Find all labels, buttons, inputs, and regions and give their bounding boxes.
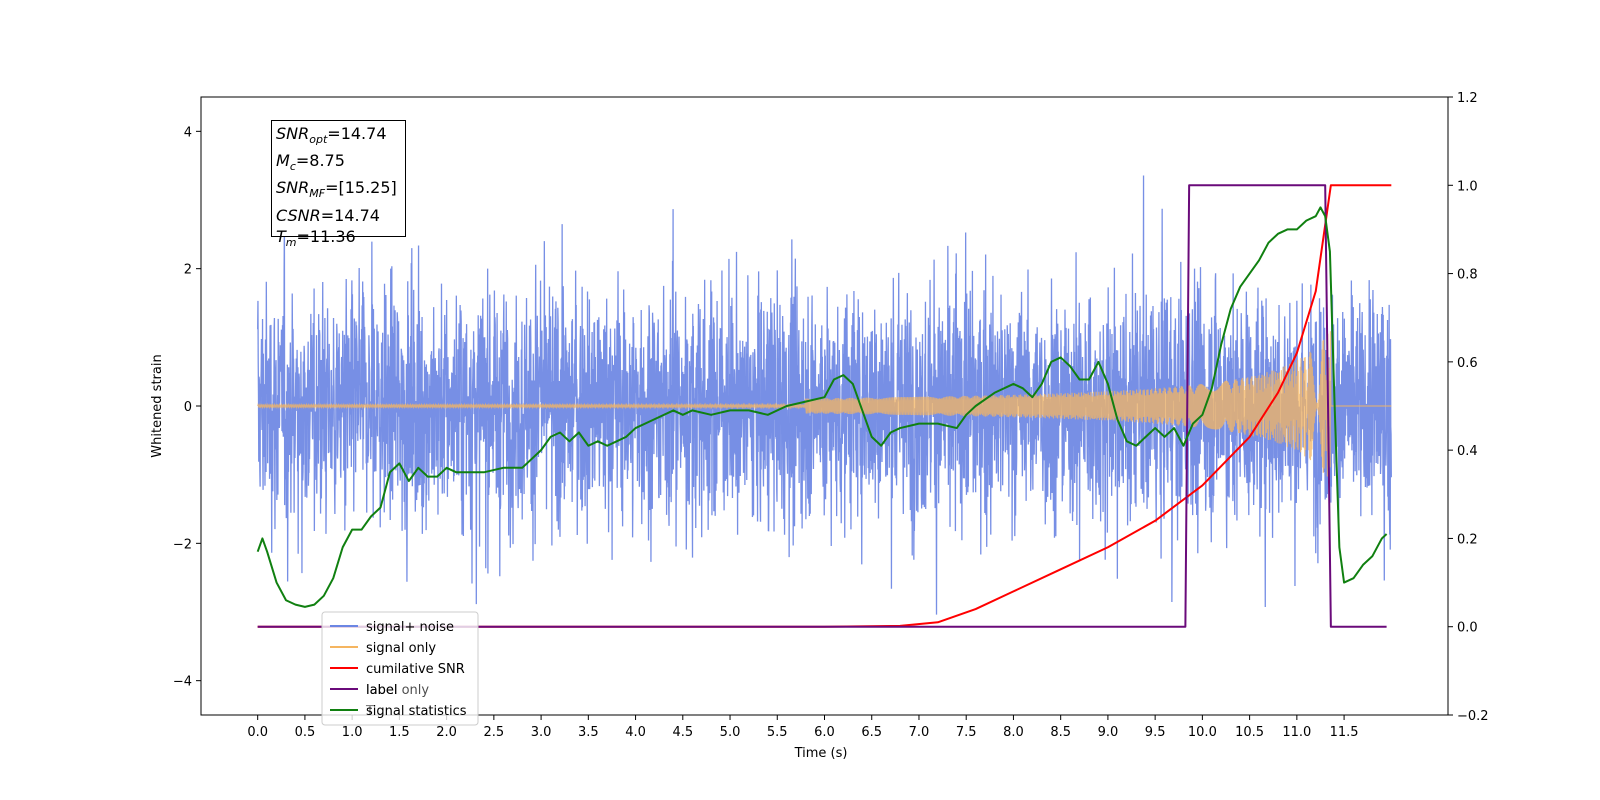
y-axis-label-left: Whitened strain — [150, 354, 165, 457]
x-tick-label: 2.5 — [484, 725, 505, 740]
series-cumulative-snr-line — [257, 184, 1392, 628]
annotation-value: =[15.25] — [325, 178, 397, 198]
x-tick-label: 9.0 — [1098, 725, 1119, 740]
annotation-symbol: SNRopt — [276, 124, 328, 147]
x-tick-label: 0.5 — [295, 725, 316, 740]
annotation-line: Mc=8.75 — [276, 150, 401, 177]
y-right-tick-group: 1.2 1.0 0.8 0.6 0.4 0.2 0.0 −0.2 — [1448, 91, 1489, 724]
x-tick-label: 10.5 — [1235, 725, 1264, 740]
x-tick-label: 4.0 — [625, 725, 646, 740]
legend-entry-label: signal+ noise — [366, 620, 454, 635]
y-right-tick-label: 0.4 — [1457, 444, 1478, 459]
y-right-tick-label: 0.6 — [1457, 356, 1478, 371]
y-left-tick-group: 4 2 0 −2 −4 — [173, 125, 201, 690]
legend-occluded-text-2: T — [365, 704, 374, 719]
x-tick-label: 10.0 — [1188, 725, 1217, 740]
x-tick-label: 9.5 — [1145, 725, 1166, 740]
x-tick-label: 0.0 — [247, 725, 268, 740]
y-right-tick-label: 0.8 — [1457, 268, 1478, 283]
annotation-value: =11.36 — [296, 226, 356, 246]
legend: signal+ noise signal only cumilative SNR si… — [321, 611, 479, 726]
annotation-symbol: Mc — [276, 151, 296, 174]
series-signal-only-line — [257, 331, 1392, 477]
plot-layer — [256, 175, 1392, 628]
y-left-tick-label: −2 — [173, 537, 192, 552]
series-signal-statistics-line — [256, 206, 1388, 608]
x-tick-label: 8.5 — [1050, 725, 1071, 740]
legend-entry-label: signal only — [366, 641, 436, 656]
y-left-tick-label: 0 — [184, 400, 192, 415]
y-right-tick-label: 1.2 — [1457, 91, 1478, 106]
x-tick-label: 1.0 — [342, 725, 363, 740]
y-left-tick-label: 2 — [184, 263, 192, 278]
annotation-symbol: Tm — [276, 226, 297, 249]
legend-occluded-text: label only — [366, 683, 429, 698]
x-tick-label: 7.0 — [909, 725, 930, 740]
x-tick-label: 1.5 — [389, 725, 410, 740]
annotation-value: =14.74 — [327, 124, 387, 143]
annotation-box: SNRopt=14.74 Mc=8.75 SNRMF=[15.25] CSNR=14.… — [271, 120, 406, 249]
y-left-tick-label: −4 — [173, 675, 192, 690]
y-right-tick-label: −0.2 — [1457, 709, 1489, 724]
x-tick-label: 6.5 — [861, 725, 882, 740]
legend-frame — [321, 611, 479, 726]
annotation-value: =8.75 — [295, 151, 345, 171]
annotation-line: SNRopt=14.74 — [276, 123, 401, 150]
legend-entry-label: label — [366, 683, 397, 698]
x-tick-label: 2.0 — [436, 725, 457, 740]
x-tick-label: 6.0 — [814, 725, 835, 740]
y-left-tick-label: 4 — [184, 125, 192, 140]
x-tick-group: 0.0 0.5 1.0 1.5 2.0 2.5 3.0 3.5 4.0 4.5 5.0 5.5 6.0 6… — [247, 715, 1359, 740]
x-tick-label: 5.5 — [767, 725, 788, 740]
annotation-line: Tm=11.36 — [276, 226, 401, 253]
x-tick-label: 7.5 — [956, 725, 977, 740]
annotation-value: =14.74 — [320, 205, 380, 225]
x-axis-label: Time (s) — [794, 746, 848, 761]
legend-entry-label: signal statistics — [366, 704, 467, 719]
x-tick-label: 5.0 — [720, 725, 741, 740]
x-tick-label: 3.0 — [531, 725, 552, 740]
annotation-symbol: CSNR — [276, 205, 321, 225]
y-right-tick-label: 1.0 — [1457, 179, 1478, 194]
x-tick-label: 3.5 — [578, 725, 599, 740]
x-tick-label: 8.0 — [1003, 725, 1024, 740]
x-tick-label: 11.0 — [1282, 725, 1311, 740]
y-right-tick-label: 0.2 — [1457, 532, 1478, 547]
annotation-line: SNRMF=[15.25] — [276, 177, 401, 204]
legend-entry-label: cumilative SNR — [366, 662, 465, 677]
series-label-line — [257, 184, 1387, 628]
x-tick-label: 4.5 — [672, 725, 693, 740]
annotation-symbol: SNRMF — [276, 178, 326, 201]
plot-area — [256, 175, 1392, 628]
y-right-tick-label: 0.0 — [1457, 621, 1478, 636]
annotation-line: CSNR=14.74 — [276, 205, 401, 226]
x-tick-label: 11.5 — [1330, 725, 1359, 740]
